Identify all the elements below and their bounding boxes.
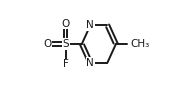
Text: O: O	[44, 39, 52, 49]
Text: N: N	[86, 58, 94, 68]
Text: N: N	[86, 20, 94, 30]
Text: CH₃: CH₃	[130, 39, 150, 49]
Text: O: O	[61, 19, 70, 29]
Text: S: S	[62, 39, 69, 49]
Text: F: F	[63, 59, 69, 69]
